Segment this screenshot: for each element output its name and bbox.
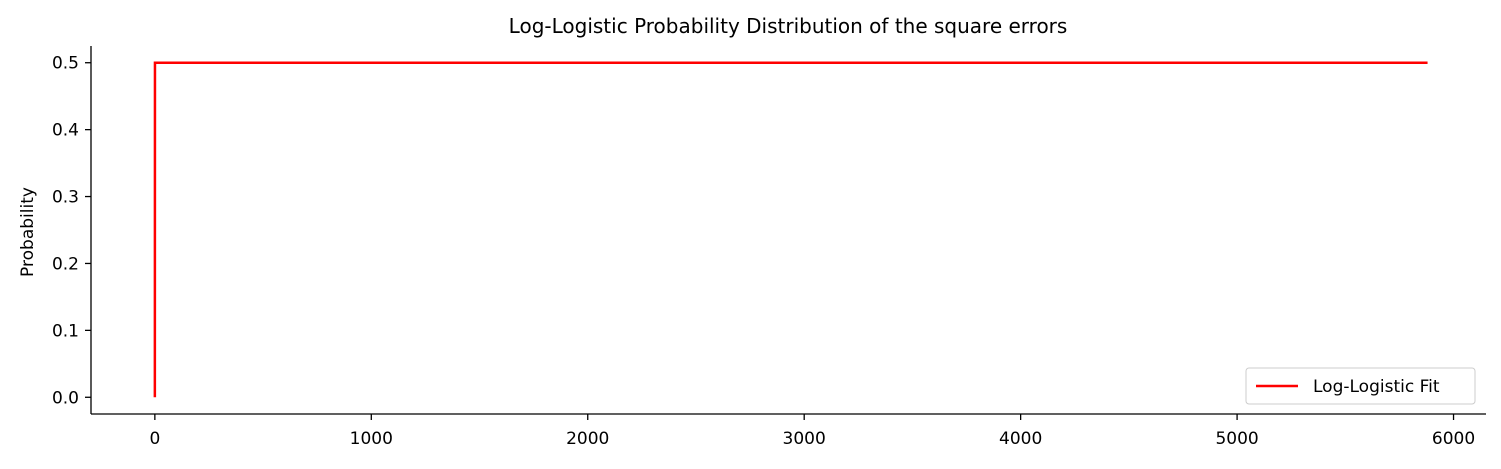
x-tick-label: 2000: [566, 429, 609, 449]
x-tick-label: 5000: [1215, 429, 1258, 449]
x-tick-label: 3000: [783, 429, 826, 449]
legend: Log-Logistic Fit: [1245, 367, 1476, 405]
series-line: [153, 61, 1428, 398]
y-axis-ticks: 0.0 0.1 0.2 0.3 0.4 0.5: [52, 54, 91, 408]
chart-title: Log-Logistic Probability Distribution of…: [509, 14, 1068, 38]
legend-box: [1245, 367, 1476, 405]
y-tick-label: 0.0: [52, 388, 79, 408]
y-axis-label: Probability: [18, 187, 38, 277]
y-tick-label: 0.2: [52, 254, 79, 274]
x-tick-label: 6000: [1432, 429, 1475, 449]
y-tick-label: 0.3: [52, 188, 79, 208]
x-tick-label: 4000: [999, 429, 1042, 449]
y-tick-label: 0.1: [52, 321, 79, 341]
plot-area: [153, 61, 1428, 398]
y-tick-label: 0.5: [52, 54, 79, 74]
x-tick-label: 0: [149, 429, 160, 449]
x-axis-ticks: 0 1000 2000 3000 4000 5000 6000: [149, 414, 1475, 449]
y-tick-label: 0.4: [52, 121, 79, 141]
legend-label: Log-Logistic Fit: [1313, 377, 1440, 397]
x-tick-label: 1000: [350, 429, 393, 449]
